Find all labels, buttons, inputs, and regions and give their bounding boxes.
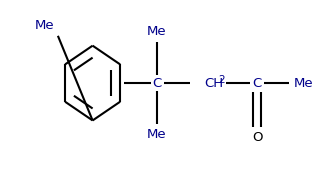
Text: Me: Me [294,77,314,90]
Text: C: C [252,77,262,90]
Text: C: C [152,77,162,90]
Text: Me: Me [35,20,55,33]
Text: Me: Me [147,128,167,141]
Text: CH: CH [205,77,224,90]
Text: Me: Me [147,25,167,38]
Text: 2: 2 [218,75,225,85]
Text: O: O [252,131,263,144]
